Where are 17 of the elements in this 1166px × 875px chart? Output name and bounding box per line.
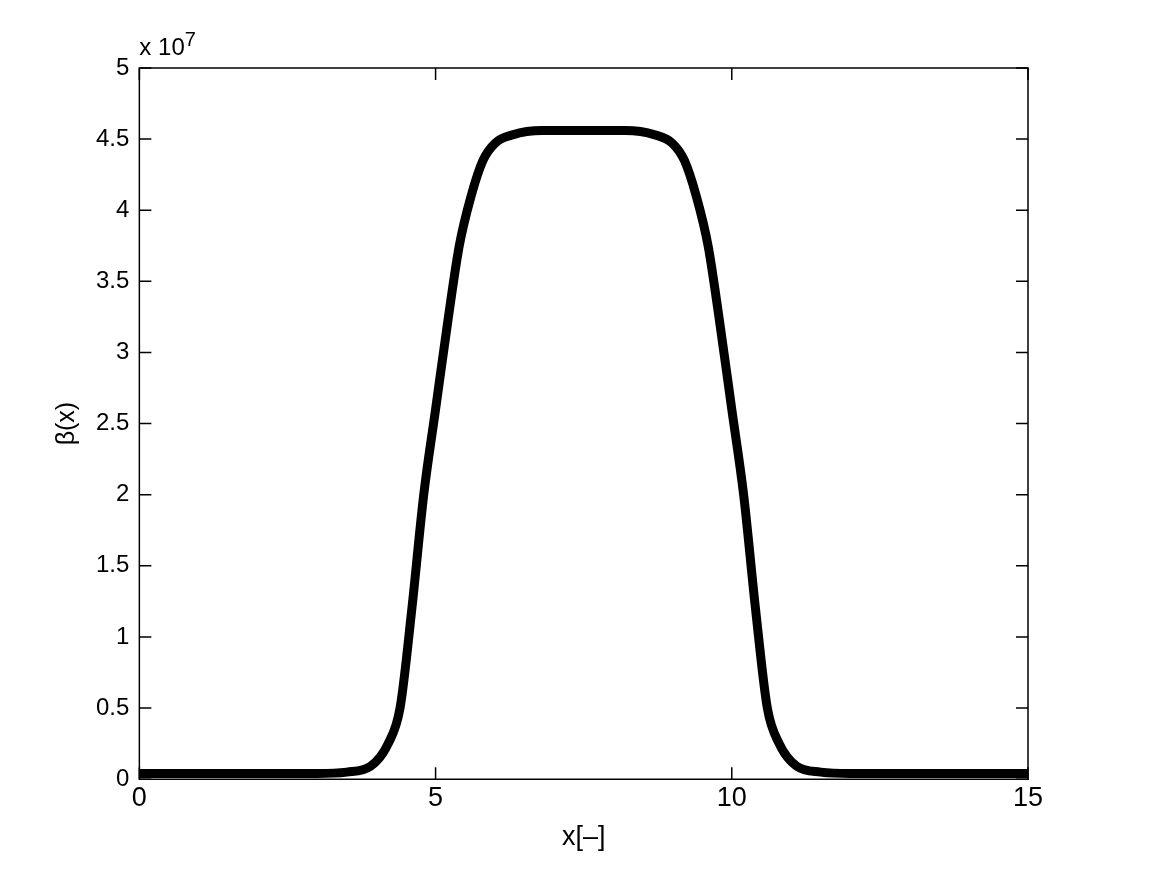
x-tick-label: 5 [428, 781, 444, 812]
y-tick-label: 4.5 [95, 123, 130, 151]
y-tick-label: 1.5 [95, 550, 130, 578]
text: x 10$^{7}$ [139, 28, 196, 61]
y-tick-label: 3 [116, 337, 130, 365]
y-tick-label: 2.5 [95, 408, 130, 436]
y-tick-label: 1 [116, 621, 130, 649]
y-tick-label: 2 [116, 479, 130, 507]
x-tick-label: 15 [1012, 781, 1044, 812]
y-tick-label: 5 [116, 52, 130, 80]
x-axis-title: x[–] [561, 821, 606, 852]
x-tick-label: 10 [716, 781, 747, 812]
y-axis-title: β(x) [50, 401, 79, 446]
y-tick-label: 0 [116, 763, 130, 791]
y-tick-label: 3.5 [95, 265, 130, 293]
y-tick-label: 0.5 [95, 692, 130, 720]
y-tick-label: 4 [116, 194, 130, 222]
